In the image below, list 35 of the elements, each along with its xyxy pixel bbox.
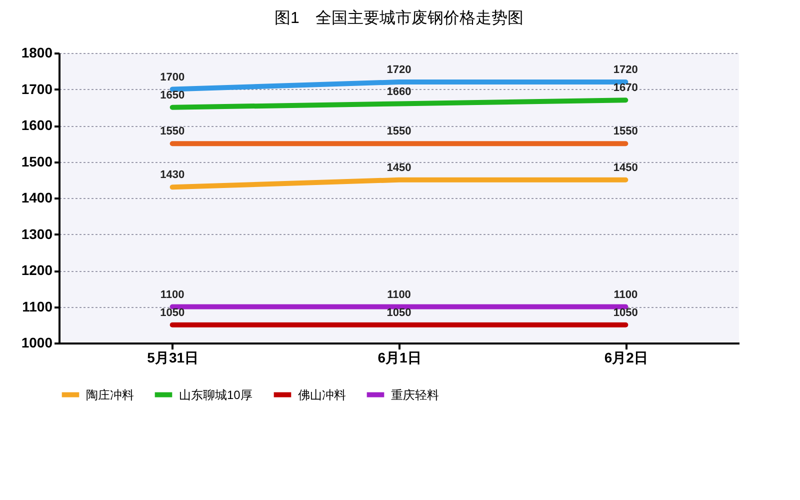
x-tick-label: 6月2日 [604, 350, 648, 366]
legend-label: 山东聊城10厚 [179, 388, 252, 402]
data-label: 1450 [613, 162, 638, 174]
data-label: 1100 [614, 288, 638, 301]
data-label: 1550 [386, 126, 412, 138]
data-label: 1100 [160, 288, 184, 301]
legend-label: 陶庄冲料 [86, 388, 134, 402]
data-label: 1430 [160, 169, 185, 182]
data-label: 1660 [386, 86, 412, 98]
data-label: 1720 [386, 64, 412, 76]
x-tick-label: 6月1日 [378, 350, 422, 366]
y-tick-label: 1400 [21, 190, 53, 206]
legend-label: 重庆轻料 [391, 388, 439, 402]
y-tick-label: 1600 [21, 117, 53, 133]
y-tick-label: 1300 [21, 226, 53, 242]
y-tick-label: 1100 [22, 298, 53, 314]
chart-title: 图1 全国主要城市废钢价格走势图 [274, 9, 524, 27]
y-tick-label: 1000 [21, 334, 53, 350]
data-label: 1720 [613, 64, 638, 76]
data-label: 1450 [386, 162, 412, 174]
data-label: 1050 [613, 306, 638, 319]
data-label: 1050 [160, 306, 185, 319]
y-tick-label: 1500 [21, 153, 53, 170]
data-label: 1550 [160, 126, 185, 138]
data-label: 1650 [160, 89, 185, 102]
y-tick-label: 1200 [21, 262, 53, 278]
y-tick-label: 1700 [21, 80, 53, 97]
y-tick-label: 1800 [21, 44, 53, 60]
data-label: 1670 [613, 82, 638, 94]
x-tick-label: 5月31日 [147, 350, 199, 366]
legend-label: 佛山冲料 [298, 388, 346, 402]
data-label: 1550 [613, 126, 638, 138]
data-label: 1100 [387, 288, 411, 301]
data-label: 1050 [386, 306, 412, 319]
data-label: 1700 [160, 71, 185, 84]
